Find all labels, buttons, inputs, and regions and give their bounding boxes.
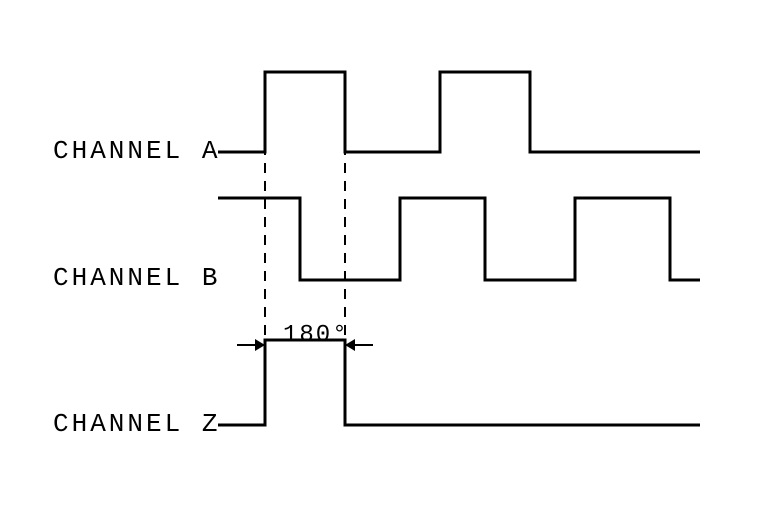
channel-a-waveform	[218, 72, 700, 152]
channel-b-waveform	[218, 198, 700, 280]
timing-diagram: CHANNEL A CHANNEL B CHANNEL Z 180°	[0, 0, 760, 507]
waveform-svg	[0, 0, 760, 507]
dashed-guides	[265, 145, 345, 365]
channel-z-waveform	[218, 340, 700, 425]
